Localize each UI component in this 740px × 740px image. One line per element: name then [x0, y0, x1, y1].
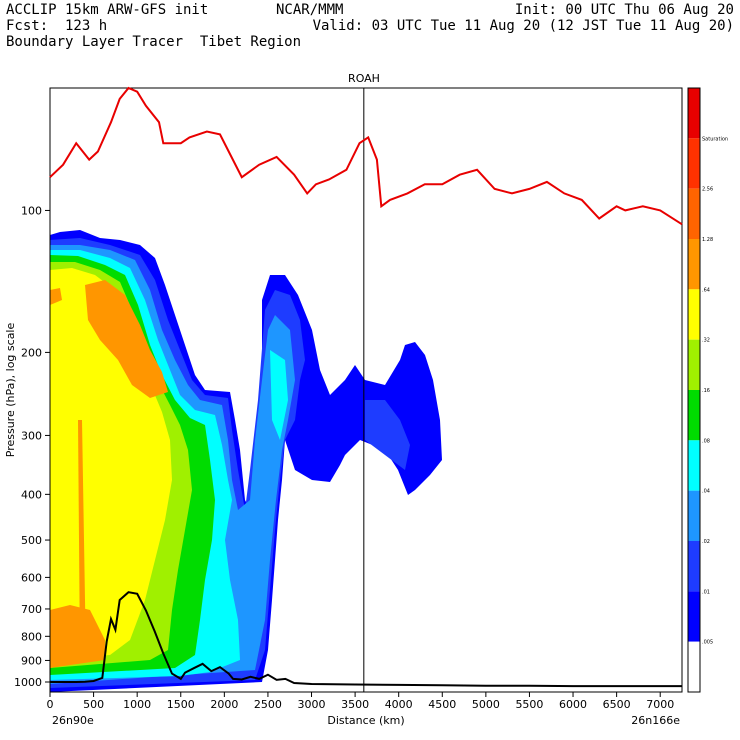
colorbar: .005 .01 .02 .04 .08 .16 .32 .64 1.28 2.56 Saturat… [687, 87, 728, 693]
colorbar-swatch [688, 289, 700, 340]
x-tick-label: 4000 [385, 698, 413, 711]
y-axis-label: Pressure (hPa), log scale [4, 323, 17, 458]
colorbar-label: 2.56 [702, 187, 713, 193]
colorbar-swatch [688, 88, 700, 139]
x-tick-label: 3000 [298, 698, 326, 711]
header-left-line3: Boundary Layer Tracer Tibet Region [6, 34, 302, 50]
colorbar-label: .01 [702, 589, 710, 595]
x-tick-label: 5000 [472, 698, 500, 711]
tracer-field [50, 230, 442, 692]
y-tick-label: 300 [21, 429, 42, 442]
colorbar-label: .32 [702, 338, 710, 344]
x-tick-label: 500 [83, 698, 104, 711]
y-axis: 100 200 300 400 500 600 700 800 900 1000 [14, 204, 50, 689]
y-tick-label: 600 [21, 571, 42, 584]
x-tick-label: 6500 [603, 698, 631, 711]
contour-1-28 [50, 280, 168, 668]
x-tick-label: 1000 [123, 698, 151, 711]
colorbar-swatch [688, 138, 700, 189]
x-tick-label: 4500 [428, 698, 456, 711]
y-tick-label: 100 [21, 204, 42, 217]
chart-title: ROAH [348, 72, 380, 85]
colorbar-label: .005 [702, 640, 713, 646]
x-tick-label: 3500 [341, 698, 369, 711]
colorbar-label: 1.28 [702, 237, 713, 243]
plot-frame [49, 87, 683, 693]
colorbar-label: Saturation [702, 136, 728, 142]
colorbar-label: .08 [702, 438, 710, 444]
x-axis: 0 500 1000 1500 2000 2500 3000 3500 4000 4500 5000… [47, 692, 674, 711]
colorbar-swatch [688, 641, 700, 692]
colorbar-swatch [688, 239, 700, 290]
x-tick-label: 5500 [515, 698, 543, 711]
y-tick-label: 700 [21, 603, 42, 616]
header-left-line1: ACCLIP 15km ARW-GFS init [6, 2, 209, 18]
colorbar-swatch [688, 188, 700, 239]
x-tick-label: 7000 [646, 698, 674, 711]
y-tick-label: 900 [21, 654, 42, 667]
colorbar-swatch [688, 390, 700, 441]
x-end-label: 26n166e [631, 714, 680, 727]
y-tick-label: 800 [21, 630, 42, 643]
x-tick-label: 2500 [254, 698, 282, 711]
header-center: NCAR/MMM [276, 2, 344, 18]
y-tick-label: 200 [21, 346, 42, 359]
y-tick-label: 500 [21, 534, 42, 547]
terrain-line [50, 591, 682, 688]
header-right-line1: Init: 00 UTC Thu 06 Aug 20 [514, 2, 734, 18]
y-tick-label: 1000 [14, 676, 42, 689]
colorbar-label: .04 [702, 489, 710, 495]
colorbar-label: .64 [702, 287, 710, 293]
header-left-line2: Fcst: 123 h [6, 18, 108, 34]
x-tick-label: 0 [47, 698, 54, 711]
x-start-label: 26n90e [52, 714, 94, 727]
colorbar-swatch [688, 591, 700, 642]
colorbar-frame [687, 87, 701, 693]
x-tick-label: 2000 [210, 698, 238, 711]
colorbar-swatch [688, 440, 700, 491]
colorbar-swatch [688, 490, 700, 541]
colorbar-label: .02 [702, 539, 710, 545]
x-axis-label: Distance (km) [327, 714, 404, 727]
tropopause-line [49, 86, 683, 226]
header-right-line2: Valid: 03 UTC Tue 11 Aug 20 (12 JST Tue … [312, 18, 734, 34]
x-tick-label: 1500 [167, 698, 195, 711]
colorbar-swatch [688, 541, 700, 592]
contour-streak [78, 420, 86, 660]
y-tick-label: 400 [21, 488, 42, 501]
x-tick-label: 6000 [559, 698, 587, 711]
colorbar-swatch [688, 339, 700, 390]
colorbar-label: .16 [702, 388, 710, 394]
